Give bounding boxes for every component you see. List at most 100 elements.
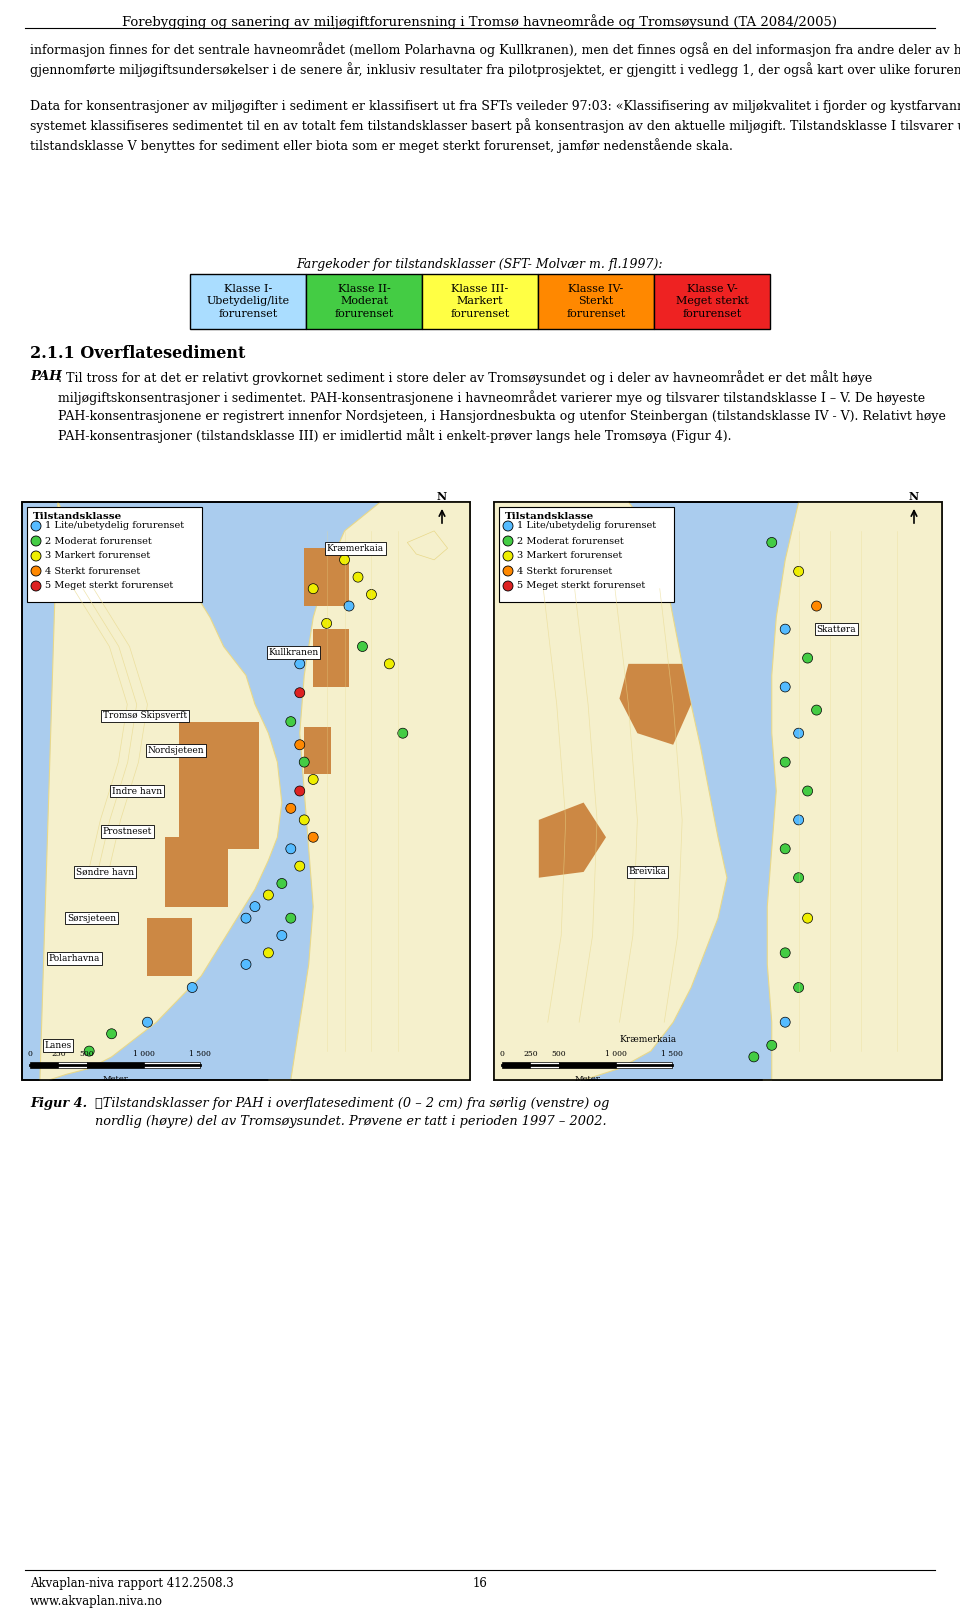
Circle shape [31, 551, 41, 561]
Text: Kræmerkaia: Kræmerkaia [619, 1035, 677, 1045]
Circle shape [295, 862, 304, 872]
Circle shape [187, 983, 197, 993]
Text: N: N [437, 492, 447, 501]
Bar [179, 721, 259, 849]
Text: Kullkranen: Kullkranen [269, 648, 319, 657]
Bar [144, 1062, 201, 1067]
Circle shape [286, 716, 296, 726]
Circle shape [794, 815, 804, 825]
Bar [494, 501, 942, 1080]
Circle shape [295, 658, 304, 669]
Circle shape [803, 914, 812, 923]
Text: 500: 500 [551, 1049, 566, 1058]
Circle shape [276, 878, 287, 888]
Text: 2 Moderat forurenset: 2 Moderat forurenset [45, 537, 152, 545]
Circle shape [286, 844, 296, 854]
Circle shape [503, 535, 513, 547]
Text: www.akvaplan.niva.no: www.akvaplan.niva.no [30, 1594, 163, 1607]
Circle shape [780, 844, 790, 854]
Circle shape [803, 653, 812, 663]
Circle shape [794, 566, 804, 576]
Bar [494, 501, 942, 1080]
Text: 16: 16 [472, 1577, 488, 1590]
Circle shape [780, 682, 790, 692]
Circle shape [780, 757, 790, 766]
Text: Kræmerkaia: Kræmerkaia [326, 543, 384, 553]
Bar [499, 508, 674, 602]
Polygon shape [763, 501, 942, 1080]
Circle shape [322, 618, 331, 629]
Text: : Til tross for at det er relativt grovkornet sediment i store deler av Tromsøys: : Til tross for at det er relativt grovk… [58, 370, 946, 443]
Circle shape [300, 815, 309, 825]
Circle shape [286, 914, 296, 923]
Circle shape [300, 757, 309, 766]
Text: 1 Lite/ubetydelig forurenset: 1 Lite/ubetydelig forurenset [517, 522, 656, 530]
Bar [165, 838, 228, 907]
Text: Tilstandsklasse: Tilstandsklasse [33, 513, 122, 521]
Text: Indre havn: Indre havn [111, 786, 161, 796]
Circle shape [794, 728, 804, 739]
Text: 0: 0 [499, 1049, 504, 1058]
Bar [190, 273, 306, 328]
Text: PAH: PAH [30, 370, 61, 383]
Text: informasjon finnes for det sentrale havneområdet (mellom Polarhavna og Kullkrane: informasjon finnes for det sentrale havn… [30, 42, 960, 78]
Circle shape [503, 581, 513, 590]
Circle shape [241, 914, 251, 923]
Circle shape [384, 658, 395, 669]
Text: 1 000: 1 000 [132, 1049, 155, 1058]
Text: 0: 0 [28, 1049, 33, 1058]
Circle shape [31, 581, 41, 590]
Circle shape [357, 642, 368, 652]
Text: Meter: Meter [574, 1075, 600, 1083]
Polygon shape [407, 530, 447, 559]
Circle shape [142, 1017, 153, 1027]
Text: Prostneset: Prostneset [103, 826, 152, 836]
Circle shape [286, 804, 296, 813]
Circle shape [250, 902, 260, 912]
Text: Tilstandsklasser for PAH i overflatesediment (0 – 2 cm) fra sørlig (venstre) og
: Tilstandsklasser for PAH i overflatesedi… [95, 1096, 610, 1127]
Circle shape [263, 889, 274, 901]
Text: 2 Moderat forurenset: 2 Moderat forurenset [517, 537, 624, 545]
Polygon shape [494, 501, 727, 1080]
Bar [22, 501, 470, 1080]
Text: Tilstandsklasse: Tilstandsklasse [505, 513, 594, 521]
Circle shape [308, 775, 318, 784]
Text: Polarhavna: Polarhavna [49, 954, 100, 964]
Circle shape [340, 555, 349, 564]
Text: 500: 500 [80, 1049, 94, 1058]
Text: Figur 4.: Figur 4. [30, 1096, 87, 1109]
Text: Data for konsentrasjoner av miljøgifter i sediment er klassifisert ut fra SFTs v: Data for konsentrasjoner av miljøgifter … [30, 100, 960, 154]
Text: Forebygging og sanering av miljøgiftforurensning i Tromsø havneområde og Tromsøy: Forebygging og sanering av miljøgiftforu… [123, 15, 837, 29]
Text: 250: 250 [51, 1049, 65, 1058]
Circle shape [780, 948, 790, 957]
Circle shape [780, 1017, 790, 1027]
Circle shape [780, 624, 790, 634]
Circle shape [811, 602, 822, 611]
Circle shape [295, 786, 304, 796]
Text: 5 Meget sterkt forurenset: 5 Meget sterkt forurenset [517, 582, 645, 590]
Text: Tromsø Skipsverft: Tromsø Skipsverft [103, 711, 187, 720]
Circle shape [84, 1046, 94, 1056]
Circle shape [397, 728, 408, 739]
Text: 3 Markert forurenset: 3 Markert forurenset [517, 551, 622, 561]
Text: 5 Meget sterkt forurenset: 5 Meget sterkt forurenset [45, 582, 173, 590]
Text: 1 500: 1 500 [661, 1049, 684, 1058]
Text: N: N [909, 492, 919, 501]
Text: 250: 250 [523, 1049, 538, 1058]
Text: 1 500: 1 500 [189, 1049, 211, 1058]
Circle shape [749, 1053, 758, 1062]
Bar [531, 1062, 559, 1067]
Text: Breivika: Breivika [629, 867, 666, 876]
Circle shape [353, 572, 363, 582]
Text: Akvaplan-niva rapport 412.2508.3: Akvaplan-niva rapport 412.2508.3 [30, 1577, 233, 1590]
Polygon shape [539, 802, 606, 878]
Bar [148, 918, 192, 977]
Circle shape [811, 705, 822, 715]
Circle shape [503, 521, 513, 530]
Bar [30, 1062, 59, 1067]
Bar [538, 273, 654, 328]
Text: Klasse II-
Moderat
forurenset: Klasse II- Moderat forurenset [334, 285, 394, 319]
Circle shape [31, 521, 41, 530]
Circle shape [107, 1028, 116, 1038]
Bar [313, 629, 349, 687]
